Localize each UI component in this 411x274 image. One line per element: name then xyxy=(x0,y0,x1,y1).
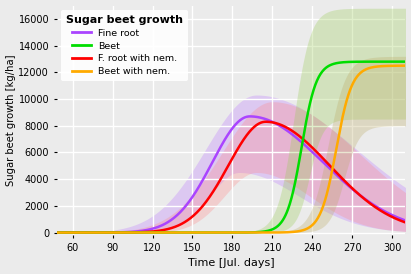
X-axis label: Time [Jul. days]: Time [Jul. days] xyxy=(188,258,275,269)
Legend: Fine root, Beet, F. root with nem., Beet with nem.: Fine root, Beet, F. root with nem., Beet… xyxy=(61,10,188,81)
Y-axis label: Sugar beet growth [kg/ha]: Sugar beet growth [kg/ha] xyxy=(6,55,16,186)
